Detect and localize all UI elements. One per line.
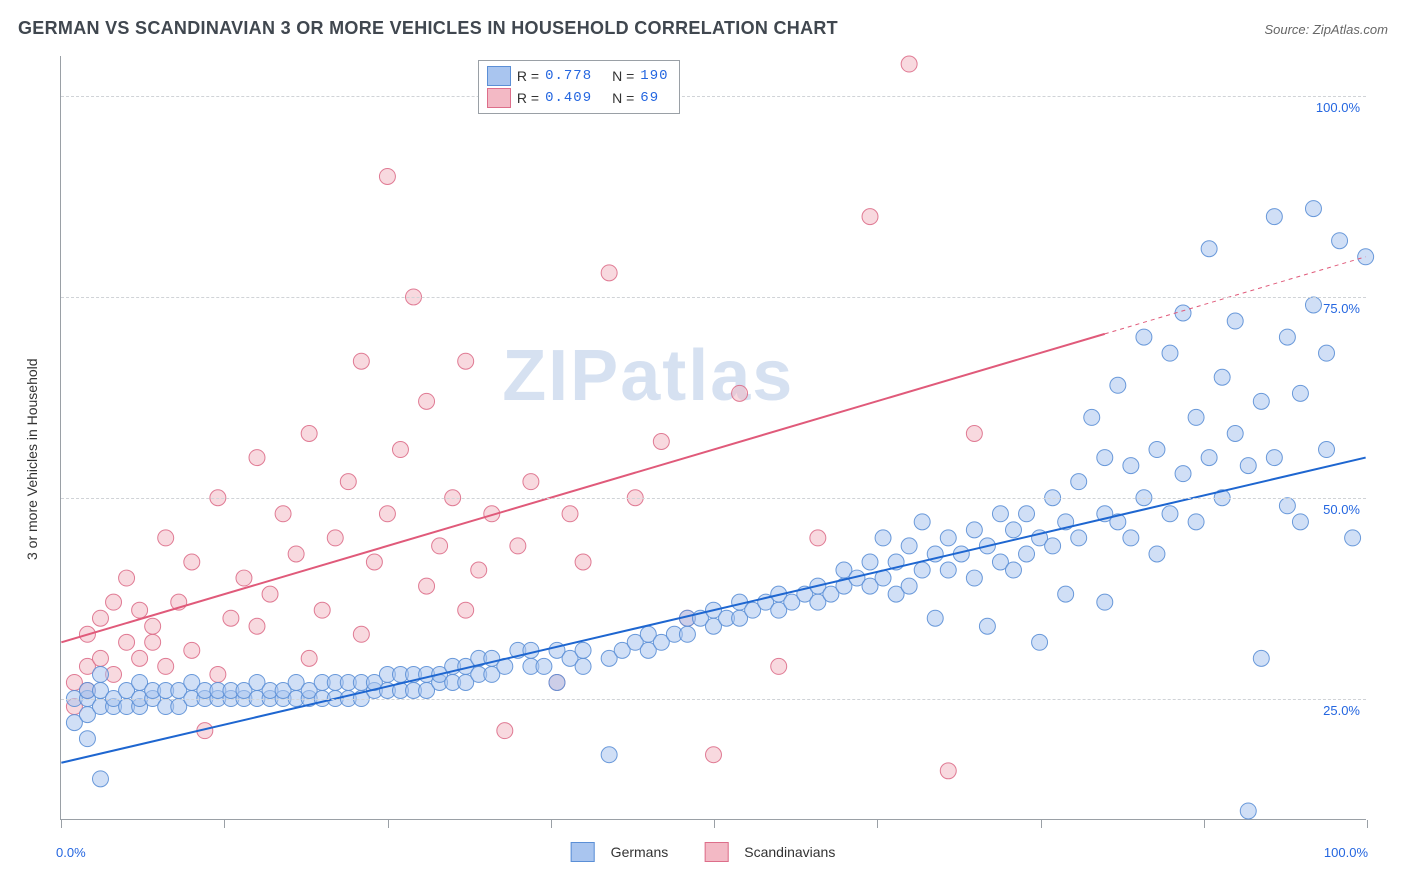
legend-label: Scandinavians <box>744 844 835 860</box>
gridline <box>61 498 1366 499</box>
x-axis-tick <box>1367 820 1368 828</box>
r-label: R = <box>517 90 539 106</box>
x-axis-tick <box>61 820 62 828</box>
correlation-legend-row: R = 0.409 N = 69 <box>487 87 669 109</box>
x-axis-min-label: 0.0% <box>56 845 86 860</box>
chart-title: GERMAN VS SCANDINAVIAN 3 OR MORE VEHICLE… <box>18 18 838 39</box>
r-label: R = <box>517 68 539 84</box>
correlation-legend-row: R = 0.778 N = 190 <box>487 65 669 87</box>
source-name: ZipAtlas.com <box>1313 22 1388 37</box>
legend-swatch-scandinavians <box>487 88 511 108</box>
legend-swatch-germans <box>571 842 595 862</box>
scatter-svg <box>61 56 1366 819</box>
y-axis-tick-label: 100.0% <box>1316 100 1360 115</box>
x-axis-tick <box>224 820 225 828</box>
n-label: N = <box>612 90 634 106</box>
r-value: 0.778 <box>545 68 592 84</box>
gridline <box>61 96 1366 97</box>
r-value: 0.409 <box>545 90 592 106</box>
plot-wrapper: ZIPatlas 25.0%50.0%75.0%100.0% R = 0.778… <box>60 56 1366 820</box>
x-axis-tick <box>714 820 715 828</box>
plot-area: ZIPatlas 25.0%50.0%75.0%100.0% <box>60 56 1366 820</box>
legend-swatch-germans <box>487 66 511 86</box>
n-value: 190 <box>640 68 668 84</box>
legend-swatch-scandinavians <box>704 842 728 862</box>
series-legend: Germans Scandinavians <box>571 842 836 862</box>
source-label: Source: <box>1264 22 1312 37</box>
y-axis-tick-label: 25.0% <box>1323 703 1360 718</box>
x-axis-tick <box>1041 820 1042 828</box>
legend-label: Germans <box>611 844 669 860</box>
n-value: 69 <box>640 90 659 106</box>
x-axis-max-label: 100.0% <box>1324 845 1368 860</box>
n-label: N = <box>612 68 634 84</box>
x-axis-tick <box>1204 820 1205 828</box>
x-axis-tick <box>877 820 878 828</box>
y-axis-title: 3 or more Vehicles in Household <box>24 358 40 560</box>
x-axis-tick <box>551 820 552 828</box>
x-axis-tick <box>388 820 389 828</box>
y-axis-tick-label: 75.0% <box>1323 301 1360 316</box>
y-axis-tick-label: 50.0% <box>1323 502 1360 517</box>
gridline <box>61 297 1366 298</box>
source-attribution: Source: ZipAtlas.com <box>1264 21 1388 39</box>
correlation-legend: R = 0.778 N = 190 R = 0.409 N = 69 <box>478 60 680 114</box>
gridline <box>61 699 1366 700</box>
